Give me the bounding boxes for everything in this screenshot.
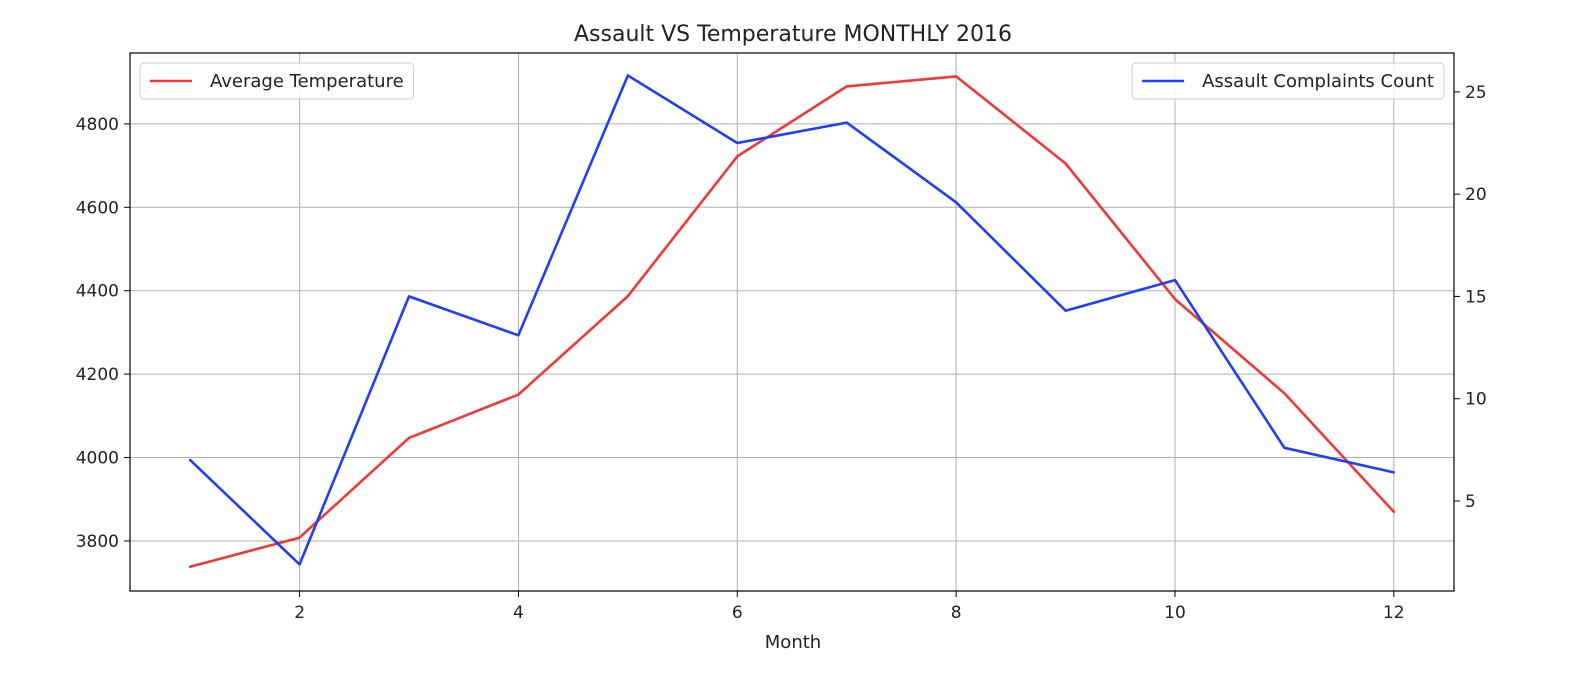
legend-label: Assault Complaints Count xyxy=(1202,71,1434,92)
plot-frame xyxy=(129,52,1455,592)
right-tick-label: 10 xyxy=(1465,390,1487,410)
grid xyxy=(130,53,1454,591)
series-lines xyxy=(188,74,1396,569)
series-line-average-temperature xyxy=(188,75,1396,569)
left-tick-label: 4400 xyxy=(76,282,119,302)
x-tick-label: 4 xyxy=(513,603,524,623)
x-tick-label: 6 xyxy=(732,603,743,623)
left-tick-label: 4800 xyxy=(76,115,119,135)
legend-box xyxy=(1131,62,1445,100)
legend-box xyxy=(139,62,415,100)
left-tick-label: 3800 xyxy=(76,532,119,552)
left-tick-label: 4200 xyxy=(76,365,119,385)
left-tick-label: 4600 xyxy=(76,198,119,218)
legends: Average Temperature Assault Complaints Co… xyxy=(139,62,1445,100)
left-tick-label: 4000 xyxy=(76,449,119,469)
right-tick-label: 25 xyxy=(1465,83,1487,103)
legend-label: Average Temperature xyxy=(210,71,404,92)
right-tick-label: 15 xyxy=(1465,287,1487,307)
x-tick-label: 12 xyxy=(1383,603,1405,623)
x-tick-label: 8 xyxy=(951,603,962,623)
series-line-assault-complaints-count xyxy=(188,74,1396,566)
x-tick-label: 10 xyxy=(1164,603,1186,623)
right-tick-label: 5 xyxy=(1465,492,1476,512)
legend-average-temperature: Average Temperature xyxy=(139,62,415,100)
legend-assault-complaints-count: Assault Complaints Count xyxy=(1131,62,1445,100)
x-tick-label: 2 xyxy=(294,603,305,623)
x-axis-label: Month xyxy=(765,632,821,653)
chart-title: Assault VS Temperature MONTHLY 2016 xyxy=(574,22,1012,47)
right-tick-label: 20 xyxy=(1465,185,1487,205)
axis-ticks: 2 4 6 8 10 12 3800 4000 4200 4400 4600 4800 5 10 15 20 2… xyxy=(76,83,1487,623)
